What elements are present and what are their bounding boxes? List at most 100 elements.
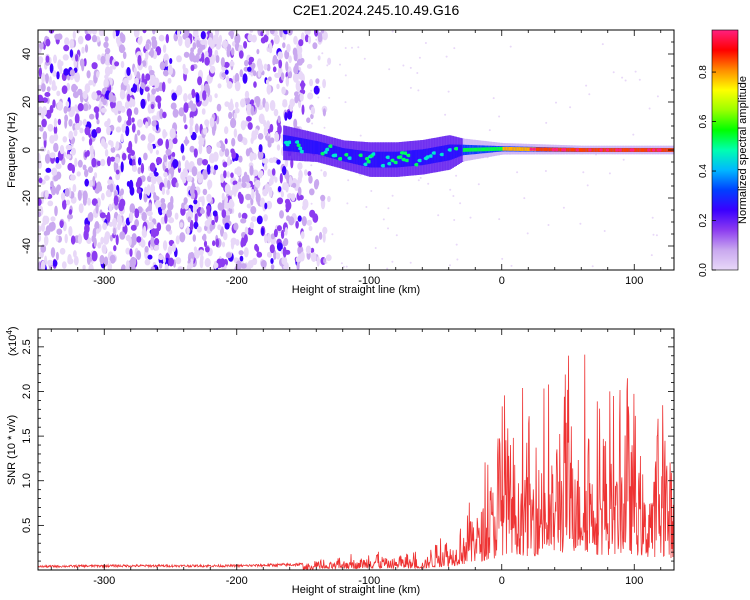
spectrogram-cell xyxy=(50,216,56,222)
spectrogram-cell xyxy=(253,133,257,140)
spectrogram-cell xyxy=(238,250,244,256)
spectrogram-cell xyxy=(252,169,259,177)
snr-frame xyxy=(37,328,675,571)
spectrogram-cell xyxy=(378,151,381,168)
spectrogram-cell xyxy=(253,81,257,88)
spectrogram-cell xyxy=(147,254,153,260)
spectrogram-cell xyxy=(167,179,171,190)
spectrogram-cell xyxy=(186,225,190,235)
spectrogram-cell xyxy=(488,129,491,132)
spectrogram-cell xyxy=(276,242,283,252)
spectrogram-cell xyxy=(177,30,181,38)
spectrogram-cell xyxy=(250,99,255,105)
spectrogram-cell xyxy=(75,54,79,62)
spectrogram-cell xyxy=(305,139,308,154)
spectrogram-cell xyxy=(266,251,273,258)
spectrogram-cell xyxy=(145,121,149,129)
spectrogram-cell xyxy=(210,54,216,65)
spectrogram-cell xyxy=(126,119,132,126)
spectrogram-cell xyxy=(65,101,70,108)
spectrogram-cell xyxy=(91,250,98,262)
spectrogram-cell xyxy=(264,101,270,112)
spectrogram-cell xyxy=(240,98,246,108)
spectrogram-cell xyxy=(234,33,241,45)
spectrogram-cell xyxy=(398,155,404,159)
spectrogram-cell xyxy=(140,134,146,141)
spectrogram-cell xyxy=(117,115,122,123)
spectrogram-cell xyxy=(624,79,627,82)
spectrogram-cell xyxy=(310,106,316,115)
spectrogram-cell xyxy=(186,175,193,182)
spectrogram-cell xyxy=(586,148,589,152)
spectrogram-cell xyxy=(177,266,184,270)
spectrogram-cell xyxy=(260,31,264,37)
spectrogram-cell xyxy=(95,127,102,134)
spectrogram-cell xyxy=(159,61,166,71)
spectrogram-cell xyxy=(335,146,338,160)
spectrogram-cell xyxy=(578,148,582,152)
colorbar: 0.0 0.2 0.4 0.6 0.8 Normalized spectral ampl… xyxy=(698,29,749,277)
spectrogram-cell xyxy=(108,91,114,103)
spectrogram-cell xyxy=(184,136,188,147)
spectrogram-cell xyxy=(610,148,613,152)
spectrogram-cell xyxy=(191,166,198,177)
spectrogram-cell xyxy=(566,147,569,152)
spectrogram-cell xyxy=(419,176,422,179)
spectrogram-cell xyxy=(518,147,521,151)
x-tick-label: 0 xyxy=(499,575,505,587)
spectrogram-cell xyxy=(282,42,286,49)
spectrogram-cell xyxy=(318,56,321,59)
spectrogram-cell xyxy=(64,187,70,197)
spectrogram-cell xyxy=(100,96,105,103)
spectrogram-cell xyxy=(331,233,334,236)
spectrogram-cell xyxy=(520,147,523,151)
spectrogram-cell xyxy=(294,95,299,104)
spectrogram-cell xyxy=(234,107,240,114)
spectrogram-cell xyxy=(146,210,153,217)
spectrogram-cell xyxy=(459,202,462,205)
spectrogram-cell xyxy=(183,51,190,58)
spectrogram-cell xyxy=(212,210,218,217)
spectrogram-cell xyxy=(661,148,664,152)
spectrogram-cell xyxy=(61,261,67,269)
spectrogram-cell xyxy=(461,144,464,156)
spectrogram-cell xyxy=(542,147,545,152)
spectrogram-cell xyxy=(84,169,89,178)
spectrogram-cell xyxy=(284,227,288,236)
spectrogram-cell xyxy=(327,195,331,203)
spectrogram-cell xyxy=(159,262,163,269)
spectrogram-cell xyxy=(386,267,389,270)
spectrogram-cell xyxy=(271,168,276,176)
spectrogram-cell xyxy=(115,169,120,175)
spectrogram-cell xyxy=(591,148,594,152)
spectrogram-cell xyxy=(56,228,63,235)
spectrogram-cell xyxy=(86,150,90,157)
spectrogram-cell xyxy=(523,197,526,200)
spectrogram-cell xyxy=(288,216,295,226)
spectrogram-cell xyxy=(325,147,331,152)
spectrogram-cell xyxy=(237,133,243,142)
spectrogram-cell xyxy=(78,203,84,214)
spectrogram-cell xyxy=(466,148,469,152)
spectrogram-cell xyxy=(96,90,102,96)
spectrogram-cell xyxy=(449,264,451,267)
spectrogram-cell xyxy=(109,234,113,242)
colorbar-tick-label: 0.8 xyxy=(698,65,709,79)
spectrogram-cell xyxy=(372,151,375,168)
spectrogram-cell xyxy=(40,244,47,253)
spectrogram-cell xyxy=(294,140,300,144)
spectrogram-cell xyxy=(270,258,274,264)
spectrogram-cell xyxy=(415,149,418,166)
spectrogram-cell xyxy=(89,113,95,120)
spectrogram-cell xyxy=(388,151,391,168)
spectrogram-cell xyxy=(229,60,235,67)
spectrogram-cell xyxy=(186,263,192,270)
spectrogram-cell xyxy=(437,146,440,163)
spectrogram-cell xyxy=(104,59,111,66)
spectrogram-cell xyxy=(87,166,94,174)
spectrogram-cell xyxy=(250,216,257,222)
spectrogram-cell xyxy=(224,126,229,135)
spectrogram-cell xyxy=(266,120,271,130)
spectrogram-cell xyxy=(46,86,51,92)
